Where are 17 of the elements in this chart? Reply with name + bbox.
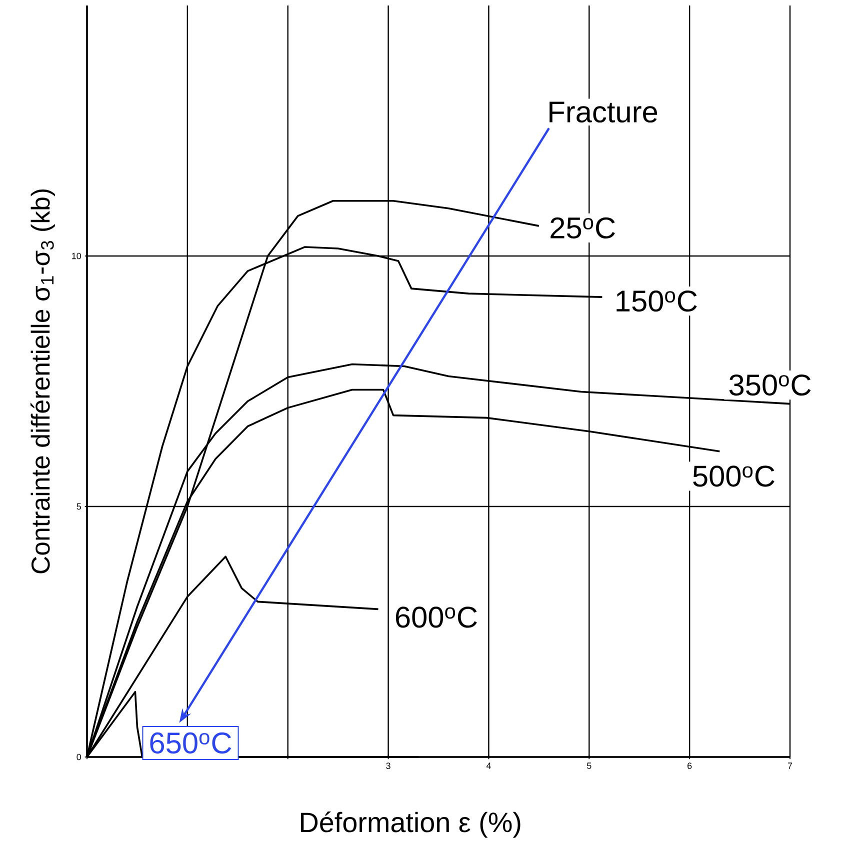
series-label: 650$^{o}$C [150,732,232,754]
series-label: 500$^{o}$C [693,466,774,487]
x-tick-label: 5 [587,762,592,769]
series-label: 350$^{o}$C [729,374,811,396]
y-tick-label: 5 [76,503,81,510]
x-tick-label: 4 [486,762,491,769]
x-tick-label: 6 [688,762,692,769]
y-tick-label: 10 [72,252,82,260]
series-label: 25$^{o}$C [550,217,615,239]
x-axis-title: Déformation ε (%) [301,811,520,838]
series-label: 150$^{o}$C [616,290,697,312]
annotation: Fracture [550,102,658,123]
x-tick-label: 3 [386,762,390,769]
series-label: 600$^{o}$C [396,606,477,628]
x-tick-label: 7 [788,762,792,769]
y-tick-label: 0 [76,754,82,760]
y-axis-title: Contrainte différentielle σ$_{1}$-σ$_{3}$ (kb) [30,190,55,574]
